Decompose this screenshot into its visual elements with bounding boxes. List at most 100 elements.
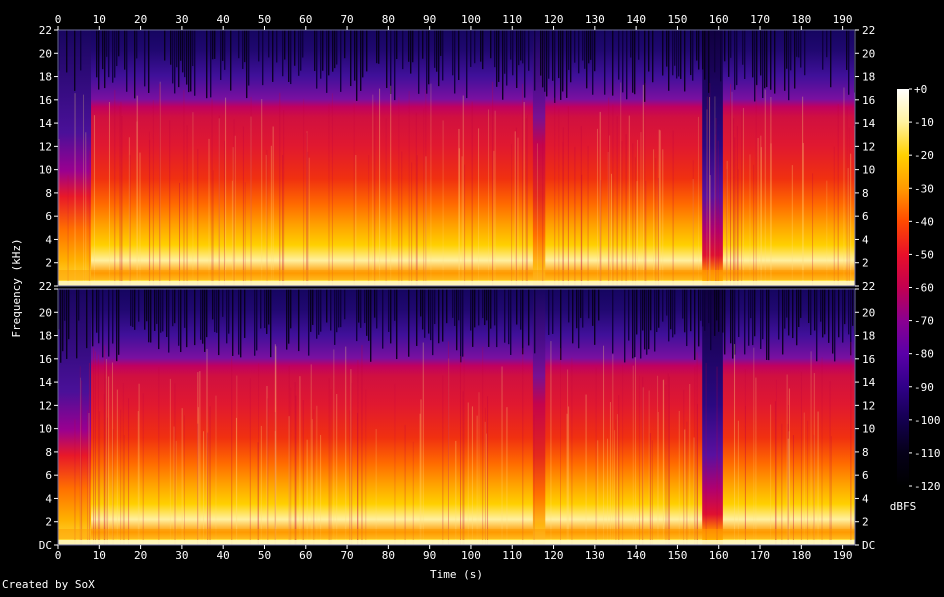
spectrum-segment	[532, 30, 546, 286]
x-tick-label-top: 100	[461, 13, 481, 26]
x-tick-label-top: 20	[134, 13, 147, 26]
colorbar-tick-label: -30	[914, 182, 934, 195]
x-tick-label-top: 190	[833, 13, 853, 26]
colorbar-tick-label: -60	[914, 282, 934, 295]
y-tick-label-left: 14	[39, 117, 53, 130]
spectrum-segment	[532, 289, 546, 545]
x-tick-label-bottom: 60	[299, 549, 312, 562]
x-tick-label-bottom: 110	[502, 549, 522, 562]
y-tick-label-left: 6	[45, 469, 52, 482]
y-tick-label-left: 16	[39, 94, 52, 107]
x-tick-label-bottom: 40	[217, 549, 230, 562]
spectrum-segment	[58, 289, 92, 545]
y-tick-label-left: 14	[39, 376, 53, 389]
x-tick-label-bottom: 150	[667, 549, 687, 562]
colorbar-tick-label: -20	[914, 149, 934, 162]
plot-frame	[57, 288, 856, 546]
colorbar	[897, 89, 909, 486]
colorbar-tick-label: -10	[914, 116, 934, 129]
y-tick-label-left: 16	[39, 353, 52, 366]
y-tick-label-right: 2	[862, 516, 869, 529]
x-tick-label-bottom: 90	[423, 549, 436, 562]
colorbar-tick-label: -50	[914, 248, 934, 261]
y-tick-label-right: 8	[862, 187, 869, 200]
y-tick-label-right: 22	[862, 280, 875, 293]
x-tick-label-top: 90	[423, 13, 436, 26]
y-tick-label-right: DC	[862, 539, 875, 552]
x-tick-label-bottom: 170	[750, 549, 770, 562]
colorbar-tick-label: -100	[914, 414, 941, 427]
x-axis-label: Time (s)	[430, 568, 483, 581]
y-tick-label-right: 4	[862, 492, 869, 505]
y-tick-label-right: 6	[862, 210, 869, 223]
plot-frame	[57, 29, 856, 287]
x-tick-label-bottom: 190	[833, 549, 853, 562]
y-tick-label-right: 18	[862, 71, 875, 84]
x-tick-label-bottom: 50	[258, 549, 271, 562]
y-tick-label-left: 6	[45, 210, 52, 223]
x-tick-label-top: 30	[175, 13, 188, 26]
y-tick-label-left: 22	[39, 24, 52, 37]
y-tick-label-right: 12	[862, 140, 875, 153]
colorbar-tick-label: -120	[914, 480, 941, 493]
x-tick-label-top: 110	[502, 13, 522, 26]
x-tick-label-bottom: 70	[340, 549, 353, 562]
y-tick-label-left: 10	[39, 164, 52, 177]
y-tick-label-right: 10	[862, 164, 875, 177]
x-tick-label-bottom: 30	[175, 549, 188, 562]
y-tick-label-right: 16	[862, 353, 875, 366]
colorbar-tick-label: -110	[914, 447, 941, 460]
x-tick-label-top: 140	[626, 13, 646, 26]
y-tick-label-left: 20	[39, 47, 52, 60]
spectrum-segment	[702, 30, 723, 286]
x-tick-label-top: 40	[217, 13, 230, 26]
x-tick-label-bottom: 160	[709, 549, 729, 562]
x-tick-label-top: 160	[709, 13, 729, 26]
x-tick-label-top: 180	[791, 13, 811, 26]
x-tick-label-top: 150	[667, 13, 687, 26]
x-tick-label-bottom: 0	[55, 549, 62, 562]
x-tick-label-bottom: 130	[585, 549, 605, 562]
y-tick-label-left: 2	[45, 516, 52, 529]
y-tick-label-right: 6	[862, 469, 869, 482]
y-tick-label-right: 18	[862, 330, 875, 343]
x-tick-label-top: 0	[55, 13, 62, 26]
y-tick-label-right: 20	[862, 306, 875, 319]
y-tick-label-left: 12	[39, 140, 52, 153]
x-tick-label-bottom: 140	[626, 549, 646, 562]
y-tick-label-left: 18	[39, 330, 52, 343]
x-tick-label-top: 10	[93, 13, 106, 26]
y-tick-label-left: 12	[39, 399, 52, 412]
channel-panel	[57, 29, 856, 287]
y-tick-label-left: DC	[39, 539, 52, 552]
x-tick-label-bottom: 80	[382, 549, 395, 562]
colorbar-tick-label: -90	[914, 381, 934, 394]
colorbar-tick-label: +0	[914, 83, 927, 96]
colorbar-tick-label: -70	[914, 315, 934, 328]
y-tick-label-right: 8	[862, 446, 869, 459]
x-tick-label-top: 50	[258, 13, 271, 26]
y-tick-label-right: 16	[862, 94, 875, 107]
x-tick-label-top: 60	[299, 13, 312, 26]
y-tick-label-left: 18	[39, 71, 52, 84]
x-tick-label-bottom: 120	[544, 549, 564, 562]
y-tick-label-left: 10	[39, 423, 52, 436]
spectrum-segment	[702, 289, 723, 545]
y-tick-label-left: 2	[45, 257, 52, 270]
y-tick-label-right: 14	[862, 376, 876, 389]
x-tick-label-top: 130	[585, 13, 605, 26]
y-tick-label-right: 20	[862, 47, 875, 60]
x-tick-label-bottom: 180	[791, 549, 811, 562]
y-tick-label-left: 4	[45, 233, 52, 246]
y-tick-label-right: 14	[862, 117, 876, 130]
x-tick-label-top: 80	[382, 13, 395, 26]
x-tick-label-top: 120	[544, 13, 564, 26]
colorbar-tick-label: -80	[914, 348, 934, 361]
credit-text: Created by SoX	[2, 578, 95, 591]
y-tick-label-right: 22	[862, 24, 875, 37]
colorbar-tick-label: -40	[914, 215, 934, 228]
y-axis-label: Frequency (kHz)	[10, 238, 23, 337]
y-tick-label-left: 8	[45, 446, 52, 459]
